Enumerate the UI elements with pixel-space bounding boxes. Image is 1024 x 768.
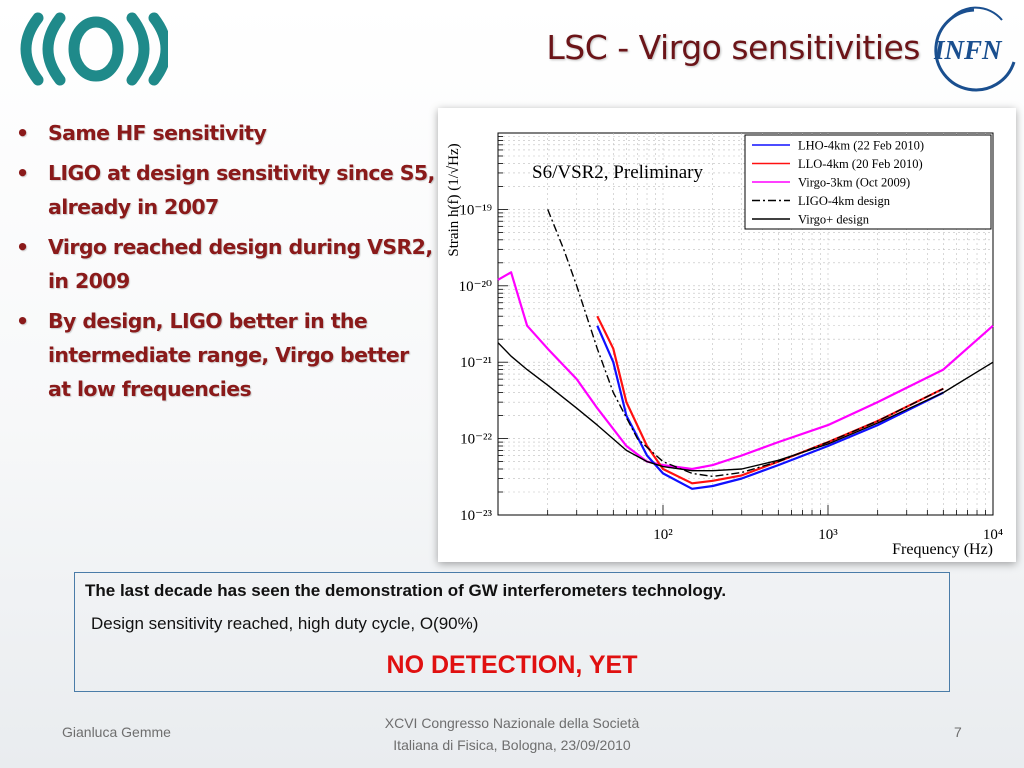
y-axis-label: Strain h(f) (1/√Hz) [446, 143, 462, 256]
bullet-item: • Virgo reached design during VSR2, in 20… [16, 230, 436, 298]
bullet-text: LIGO at design sensitivity since S5, alr… [48, 161, 435, 219]
plot-series [497, 209, 994, 490]
y-tick-label: 10⁻²² [460, 432, 492, 448]
bullet-list: • Same HF sensitivity • LIGO at design sen… [16, 116, 436, 412]
y-tick-label: 10⁻²⁰ [459, 279, 492, 295]
bullet-text: Virgo reached design during VSR2, in 200… [48, 235, 433, 293]
plot-annotation: S6/VSR2, Preliminary [532, 162, 704, 183]
series-line [596, 315, 944, 485]
x-tick-label: 10⁴ [983, 527, 1003, 543]
page-number: 7 [954, 724, 962, 740]
summary-line-2: Design sensitivity reached, high duty cy… [91, 614, 479, 633]
footer-conference-line-2: Italiana di Fisica, Bologna, 23/09/2010 [393, 737, 631, 753]
summary-textbox: The last decade has seen the demonstrati… [74, 572, 950, 692]
bullet-item: • By design, LIGO better in the intermedi… [16, 304, 436, 406]
footer-conference-line-1: XCVI Congresso Nazionale della Società [384, 715, 640, 731]
series-line [596, 325, 944, 490]
legend-label: Virgo+ design [798, 213, 870, 227]
y-tick-label: 10⁻¹⁹ [459, 202, 492, 218]
y-tick-label: 10⁻²¹ [460, 355, 492, 371]
bullet-dot-icon: • [16, 121, 29, 145]
x-tick-label: 10³ [818, 527, 838, 543]
slide-title: LSC - Virgo sensitivities [546, 28, 920, 67]
x-tick-label: 10² [653, 527, 673, 543]
sensitivity-plot-frame: 10² 10³ 10⁴ 10⁻¹⁹ 10⁻²⁰ 10⁻²¹ 10⁻²² 10⁻²³ S6/VS… [438, 108, 1016, 562]
plot-ticks: 10² 10³ 10⁴ 10⁻¹⁹ 10⁻²⁰ 10⁻²¹ 10⁻²² 10⁻²³ [459, 136, 1003, 543]
legend-label: Virgo-3km (Oct 2009) [798, 176, 910, 190]
infn-logo: INFN [933, 6, 1016, 92]
series-line [547, 209, 944, 478]
bullet-item: • LIGO at design sensitivity since S5, al… [16, 156, 436, 224]
no-detection-text: NO DETECTION, YET [386, 651, 638, 679]
series-line [497, 342, 994, 472]
bullet-dot-icon: • [16, 309, 29, 333]
footer-conference: XCVI Congresso Nazionale della Società I… [332, 712, 692, 756]
bullet-dot-icon: • [16, 161, 29, 185]
virgo-logo [20, 12, 168, 86]
bullet-text: By design, LIGO better in the intermedia… [48, 309, 409, 401]
bullet-item: • Same HF sensitivity [16, 116, 436, 150]
footer-author: Gianluca Gemme [62, 724, 171, 740]
legend-label: LIGO-4km design [798, 194, 891, 208]
legend-label: LLO-4km (20 Feb 2010) [798, 157, 923, 171]
series-line [497, 271, 994, 471]
x-axis-label: Frequency (Hz) [892, 541, 993, 558]
y-tick-label: 10⁻²³ [460, 508, 492, 524]
infn-logo-text: INFN [933, 35, 1003, 65]
legend-label: LHO-4km (22 Feb 2010) [798, 139, 924, 153]
sensitivity-plot: 10² 10³ 10⁴ 10⁻¹⁹ 10⁻²⁰ 10⁻²¹ 10⁻²² 10⁻²³ S6/VS… [446, 132, 1003, 558]
bullet-text: Same HF sensitivity [48, 121, 267, 145]
plot-legend: LHO-4km (22 Feb 2010) LLO-4km (20 Feb 201… [744, 134, 992, 230]
summary-line-1: The last decade has seen the demonstrati… [85, 581, 727, 600]
bullet-dot-icon: • [16, 235, 29, 259]
plot-grid [498, 133, 993, 515]
